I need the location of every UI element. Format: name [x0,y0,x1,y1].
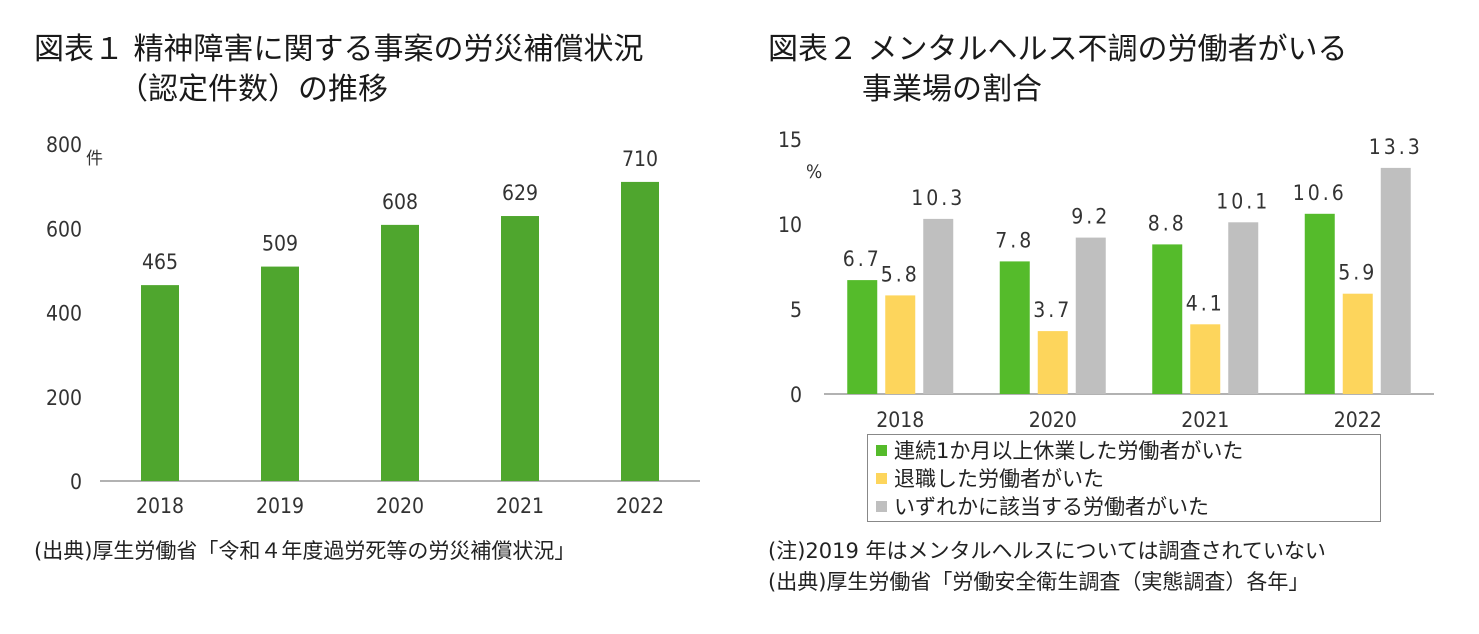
data-label: 3.7 [1033,298,1072,322]
chart2-plot: 0 5 10 15% 6.75.8 10.3 2018 7.8 3.7 9.2 2020 8.8 4.1… [778,128,1434,432]
bar [381,224,419,481]
data-label: 10.1 [1216,189,1270,213]
data-label: 9.2 [1071,205,1110,229]
y-tick-label: 0 [790,383,802,407]
data-label: 710 [622,147,658,171]
bar [501,216,539,481]
data-label: 13.3 [1369,135,1423,159]
x-tick-label: 2020 [1029,408,1077,432]
y-tick-label: 5 [790,298,802,322]
x-tick-label: 2021 [1181,408,1229,432]
y-tick-label: 800 [46,133,82,157]
y-unit-label: 件 [86,149,103,169]
chart2-title-line2: 事業場の割合 [862,72,1042,107]
legend-label-2: 退職した労働者がいた [894,467,1104,491]
x-tick-label: 2018 [876,408,924,432]
bar [1152,244,1183,394]
x-tick-label: 2018 [136,494,184,518]
bar [885,295,916,394]
y-tick-label: 10 [778,213,802,237]
bar [847,280,878,394]
legend-swatch-3 [876,500,887,512]
data-label: 6.7 [843,247,882,271]
chart1-source: (出典)厚生労働省「令和４年度過労死等の労災補償状況」 [34,539,576,563]
bar [1037,331,1068,394]
y-tick-label: 400 [46,302,82,326]
legend-label-1: 連続1か月以上休業した労働者がいた [894,439,1244,463]
x-tick-label: 2020 [376,494,424,518]
y-unit-label: % [806,161,822,183]
chart2-legend: 連続1か月以上休業した労働者がいた 退職した労働者がいた いずれかに該当する労働… [867,434,1381,522]
legend-swatch-1 [876,444,887,456]
legend-item-2: 退職した労働者がいた [876,464,1380,492]
data-label: 7.8 [995,228,1034,252]
x-tick-label: 2022 [1334,408,1382,432]
chart2-source: (出典)厚生労働省「労働安全衛生調査（実態調査）各年」 [768,570,1310,594]
bar [1228,222,1259,394]
data-label: 5.8 [881,262,920,286]
data-label: 465 [142,250,178,274]
bar [999,261,1030,394]
x-tick-label: 2019 [256,494,304,518]
data-label: 629 [502,181,538,205]
y-tick-label: 0 [70,470,82,494]
legend-item-3: いずれかに該当する労働者がいた [876,492,1380,520]
legend-label-3: いずれかに該当する労働者がいた [894,495,1209,519]
x-tick-label: 2021 [496,494,544,518]
bar [1304,213,1335,394]
legend-swatch-2 [876,472,887,484]
bar [1342,293,1373,394]
bar [1190,324,1221,394]
data-label: 8.8 [1148,211,1187,235]
legend-item-1: 連続1か月以上休業した労働者がいた [876,436,1380,464]
y-tick-label: 15 [778,128,802,152]
data-label: 10.3 [911,186,965,210]
chart1-title-line1: 図表１ 精神障害に関する事案の労災補償状況 [34,32,644,67]
y-tick-label: 200 [46,386,82,410]
data-label: 4.1 [1186,291,1225,315]
data-label: 608 [382,190,418,214]
bar [923,218,954,394]
bar [1075,237,1106,394]
data-label: 10.6 [1293,181,1347,205]
chart2-title-line1: 図表２ メンタルヘルス不調の労働者がいる [768,32,1348,67]
x-tick-label: 2022 [616,494,664,518]
bar [621,181,659,481]
data-label: 509 [262,232,298,256]
chart1-title-line2: （認定件数）の推移 [118,72,388,107]
bar [261,266,299,481]
chart2-note: (注)2019 年はメンタルヘルスについては調査されていない [768,539,1326,563]
data-label: 5.9 [1338,261,1377,285]
bar [141,285,179,481]
bar [1380,167,1411,394]
y-tick-label: 600 [46,217,82,241]
